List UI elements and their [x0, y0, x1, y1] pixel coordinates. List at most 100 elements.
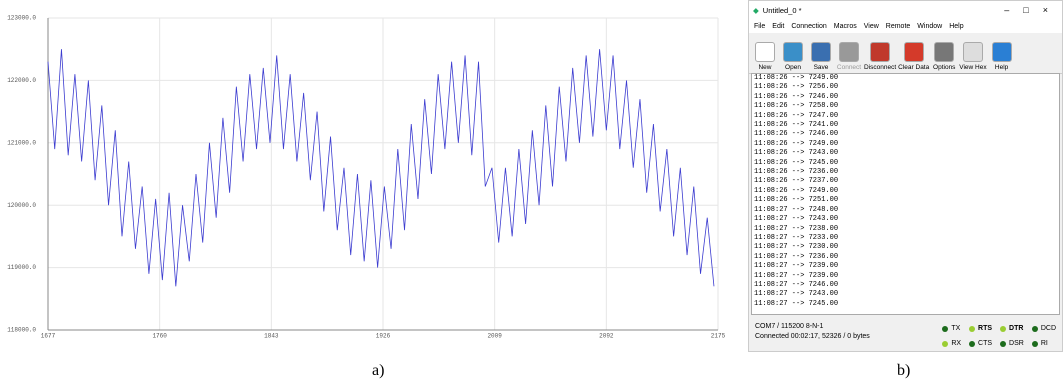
toolbar-button[interactable]: Connect — [836, 42, 862, 71]
button-label: Save — [813, 64, 829, 71]
log-line: 11:08:27 --> 7246.00 — [754, 280, 839, 289]
app-icon: ◆ — [753, 5, 759, 15]
connection: Connected 00:02:17, 52326 / 0 bytes — [755, 333, 870, 340]
port: COM7 / 115200 8-N-1 — [755, 323, 824, 330]
toolbar-button[interactable]: New — [752, 42, 778, 71]
toolbar: New Open Save Connect Disconnect Clear Data Op… — [749, 33, 1062, 74]
log-line: 11:08:27 --> 7230.00 — [754, 243, 839, 252]
led — [1000, 325, 1007, 332]
log-line: 11:08:26 --> 7251.00 — [754, 196, 839, 205]
icon — [962, 42, 983, 62]
icon — [783, 42, 803, 62]
title-bar: ◆ Untitled_0 * –□× — [749, 1, 1062, 19]
indicator: DTR — [1000, 323, 1024, 334]
icon — [903, 42, 924, 62]
button-label: Connect — [836, 64, 862, 71]
menu-item[interactable]: Macros — [833, 22, 857, 30]
status-text: COM7 / 115200 8-N-1 Connected 00:02:17, … — [755, 323, 870, 349]
x-tick-label: 1843 — [264, 333, 279, 340]
y-tick-label: 122000.0 — [7, 77, 36, 84]
log-line: 11:08:27 --> 7239.00 — [754, 262, 839, 271]
y-tick-label: 121000.0 — [7, 139, 36, 146]
icon — [755, 42, 775, 62]
toolbar-button[interactable]: Clear Data — [898, 42, 929, 71]
x-tick-label: 1760 — [152, 333, 167, 340]
button-label: Open — [785, 64, 801, 71]
toolbar-button[interactable]: View Hex — [959, 42, 987, 71]
menu-item[interactable]: Connection — [791, 22, 827, 30]
menu-item[interactable]: Window — [917, 22, 943, 30]
log-line: 11:08:26 --> 7249.00 — [754, 74, 839, 82]
menu-bar: File Edit Connection Macros View Remote Window… — [749, 19, 1062, 33]
menu-item[interactable]: Edit — [772, 22, 785, 30]
log-line: 11:08:26 --> 7247.00 — [754, 111, 839, 120]
y-tick-label: 120000.0 — [7, 202, 36, 209]
button-label: Help — [994, 64, 1009, 71]
menu-item[interactable]: File — [754, 22, 766, 30]
terminal-window: ◆ Untitled_0 * –□× File Edit Connection Mac… — [748, 0, 1063, 352]
led — [1031, 325, 1038, 332]
indicator-label: TX — [951, 325, 961, 332]
menu-item[interactable]: View — [863, 22, 879, 30]
button-label: Clear Data — [898, 64, 930, 71]
chart: 118000.0 119000.0 120000.0 121000.0 122000.0… — [7, 15, 726, 340]
indicator: RX — [942, 338, 961, 349]
icon — [839, 42, 859, 62]
log-line: 11:08:27 --> 7233.00 — [754, 233, 839, 242]
log-line: 11:08:26 --> 7237.00 — [754, 177, 839, 186]
indicator: RTS — [969, 323, 992, 334]
log-line: 11:08:26 --> 7249.00 — [754, 186, 839, 195]
y-tick-label: 119000.0 — [7, 264, 36, 271]
x-tick-label: 2175 — [711, 333, 726, 340]
button-label: New — [758, 64, 772, 71]
log-line: 11:08:27 --> 7243.00 — [754, 290, 839, 299]
indicator-label: RI — [1040, 340, 1048, 347]
log-line: 11:08:26 --> 7256.00 — [754, 83, 839, 92]
log-line: 11:08:26 --> 7246.00 — [754, 92, 839, 101]
log-line: 11:08:26 --> 7236.00 — [754, 168, 839, 177]
indicators: TX RTS DTR DCD RX CTS DSR RI — [942, 323, 1056, 349]
icon — [870, 42, 891, 62]
status-bar: COM7 / 115200 8-N-1 Connected 00:02:17, … — [749, 319, 1062, 351]
log-line: 11:08:26 --> 7245.00 — [754, 158, 839, 167]
x-tick-label: 2092 — [599, 333, 614, 340]
log-line: 11:08:26 --> 7258.00 — [754, 102, 839, 111]
led — [1000, 340, 1007, 347]
led — [942, 325, 949, 332]
indicator-label: RX — [951, 340, 962, 347]
log-line: 11:08:27 --> 7238.00 — [754, 224, 839, 233]
led — [969, 325, 976, 332]
led — [969, 340, 976, 347]
x-tick-label: 1677 — [41, 333, 56, 340]
caption: b) — [897, 362, 911, 379]
line-series — [47, 49, 715, 287]
indicator: TX — [942, 323, 961, 334]
log-line: 11:08:26 --> 7249.00 — [754, 139, 839, 148]
y-tick-label: 118000.0 — [7, 327, 36, 334]
menu-item[interactable]: Remote — [885, 22, 911, 30]
log-line: 11:08:27 --> 7245.00 — [754, 299, 839, 308]
toolbar-button[interactable]: Disconnect — [864, 42, 896, 71]
toolbar-button[interactable]: Help — [989, 42, 1015, 71]
log-line: 11:08:26 --> 7243.00 — [754, 149, 839, 158]
window-controls[interactable]: –□× — [1004, 5, 1062, 15]
log-line: 11:08:26 --> 7241.00 — [754, 121, 839, 130]
toolbar-button[interactable]: Save — [808, 42, 834, 71]
icon — [991, 42, 1012, 62]
toolbar-button[interactable]: Open — [780, 42, 806, 71]
led — [942, 340, 949, 347]
indicator-label: CTS — [978, 340, 993, 347]
toolbar-button[interactable]: Options — [931, 42, 957, 71]
log-line: 11:08:26 --> 7246.00 — [754, 130, 839, 139]
indicator-label: RTS — [978, 325, 993, 332]
x-tick-label: 2009 — [487, 333, 502, 340]
x-tick-label: 1926 — [376, 333, 391, 340]
y-tick-label: 123000.0 — [7, 15, 36, 22]
button-label: Disconnect — [864, 64, 897, 71]
indicator-label: DTR — [1009, 325, 1024, 332]
button-label: View Hex — [959, 64, 987, 71]
button-label: Options — [933, 64, 956, 71]
log-line: 11:08:27 --> 7248.00 — [754, 205, 839, 214]
menu-item[interactable]: Help — [949, 22, 964, 30]
